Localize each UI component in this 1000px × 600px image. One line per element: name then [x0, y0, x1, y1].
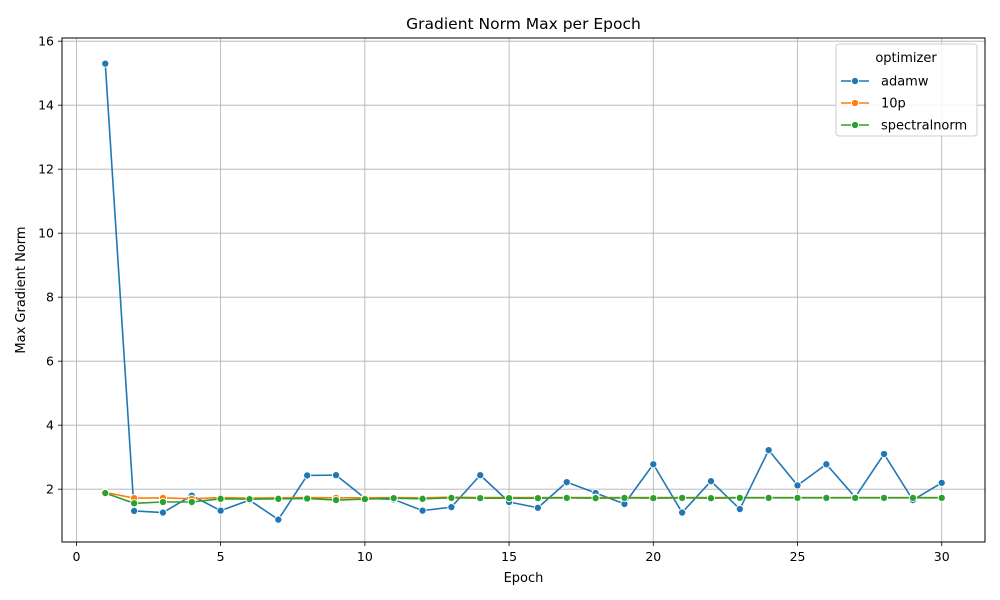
data-point-adamw: [533, 503, 542, 512]
y-tick-label: 4: [46, 418, 54, 433]
data-point-spectralnorm: [620, 493, 629, 502]
data-point-adamw: [418, 506, 427, 515]
data-point-adamw: [822, 460, 831, 469]
legend: optimizer adamw 10p spectralnorm: [835, 43, 978, 137]
data-point-adamw: [101, 59, 110, 68]
data-point-adamw: [764, 446, 773, 455]
x-tick-label: 20: [645, 549, 661, 564]
data-point-adamw: [937, 478, 946, 487]
data-point-spectralnorm: [331, 496, 341, 505]
data-point-spectralnorm: [937, 493, 946, 502]
data-point-adamw: [447, 503, 456, 512]
data-point-spectralnorm: [158, 497, 168, 507]
data-point-spectralnorm: [822, 493, 831, 502]
y-tick-label: 12: [38, 162, 54, 177]
data-point-adamw: [303, 471, 312, 480]
data-point-adamw: [274, 515, 283, 524]
y-axis-label: Max Gradient Norm: [14, 226, 29, 353]
gridlines: [62, 38, 985, 542]
legend-entries: adamw 10p spectralnorm: [841, 75, 967, 134]
data-point-adamw: [678, 508, 687, 517]
data-point-spectralnorm: [187, 497, 196, 507]
legend-label: 10p: [881, 97, 906, 112]
data-point-adamw: [476, 471, 485, 480]
legend-entry-adamw: adamw: [841, 75, 929, 90]
data-point-spectralnorm: [418, 494, 427, 503]
data-point-adamw: [216, 506, 225, 515]
data-point-adamw: [793, 481, 802, 490]
legend-entry-10p: 10p: [841, 97, 906, 112]
data-point-spectralnorm: [879, 493, 889, 502]
series-layer: [101, 59, 946, 524]
legend-title: optimizer: [875, 51, 937, 66]
data-point-adamw: [735, 504, 744, 514]
y-tick-label: 8: [46, 290, 54, 305]
data-point-spectralnorm: [303, 494, 312, 503]
x-tick-label: 25: [790, 549, 806, 564]
data-point-adamw: [562, 478, 571, 487]
data-point-spectralnorm: [476, 494, 485, 503]
data-point-spectralnorm: [505, 494, 514, 503]
x-tick-label: 10: [357, 549, 373, 564]
data-point-spectralnorm: [591, 494, 600, 503]
legend-swatch-marker: [850, 120, 860, 130]
x-tick-label: 15: [501, 549, 517, 564]
plot-frame: [61, 37, 986, 543]
series-line-spectralnorm: [105, 492, 942, 505]
legend-label: adamw: [881, 75, 929, 90]
y-tick-label: 6: [46, 354, 54, 369]
legend-box: [835, 43, 978, 137]
data-point-adamw: [130, 506, 139, 516]
legend-entry-spectralnorm: spectralnorm: [841, 119, 967, 134]
data-point-spectralnorm: [274, 494, 283, 503]
data-point-adamw: [879, 449, 889, 459]
axis-ticks: 0 5 10 15 20 25 30 2 4 6 8 10 12 14 16: [38, 34, 950, 564]
x-tick-label: 30: [934, 549, 950, 564]
data-point-spectralnorm: [764, 493, 773, 502]
x-axis-label: Epoch: [504, 571, 544, 586]
data-point-spectralnorm: [735, 493, 744, 502]
legend-swatch-marker: [850, 76, 860, 86]
data-point-spectralnorm: [649, 494, 658, 503]
chart-title: Gradient Norm Max per Epoch: [406, 15, 641, 33]
data-point-spectralnorm: [793, 493, 802, 502]
data-point-spectralnorm: [908, 493, 917, 502]
data-point-spectralnorm: [101, 488, 110, 498]
data-point-adamw: [158, 508, 168, 517]
y-tick-label: 10: [38, 226, 54, 241]
y-tick-label: 16: [38, 34, 54, 49]
data-point-spectralnorm: [533, 494, 542, 503]
data-point-spectralnorm: [562, 493, 571, 502]
data-point-spectralnorm: [389, 494, 398, 503]
legend-swatch-marker: [850, 98, 860, 108]
data-point-adamw: [706, 477, 716, 486]
data-point-spectralnorm: [130, 499, 139, 508]
data-point-adamw: [649, 460, 658, 469]
data-point-spectralnorm: [360, 495, 369, 504]
y-tick-label: 14: [38, 98, 54, 113]
y-tick-label: 2: [46, 482, 54, 497]
series-spectralnorm: [101, 488, 946, 508]
data-point-adamw: [331, 471, 341, 480]
data-point-spectralnorm: [706, 494, 716, 503]
legend-label: spectralnorm: [881, 119, 967, 134]
data-point-spectralnorm: [678, 493, 687, 502]
data-point-spectralnorm: [245, 495, 254, 504]
data-point-spectralnorm: [851, 493, 860, 502]
data-point-spectralnorm: [447, 493, 456, 502]
x-tick-label: 5: [217, 549, 225, 564]
x-tick-label: 0: [72, 549, 80, 564]
series-line-adamw: [104, 63, 943, 521]
data-point-spectralnorm: [216, 494, 225, 503]
